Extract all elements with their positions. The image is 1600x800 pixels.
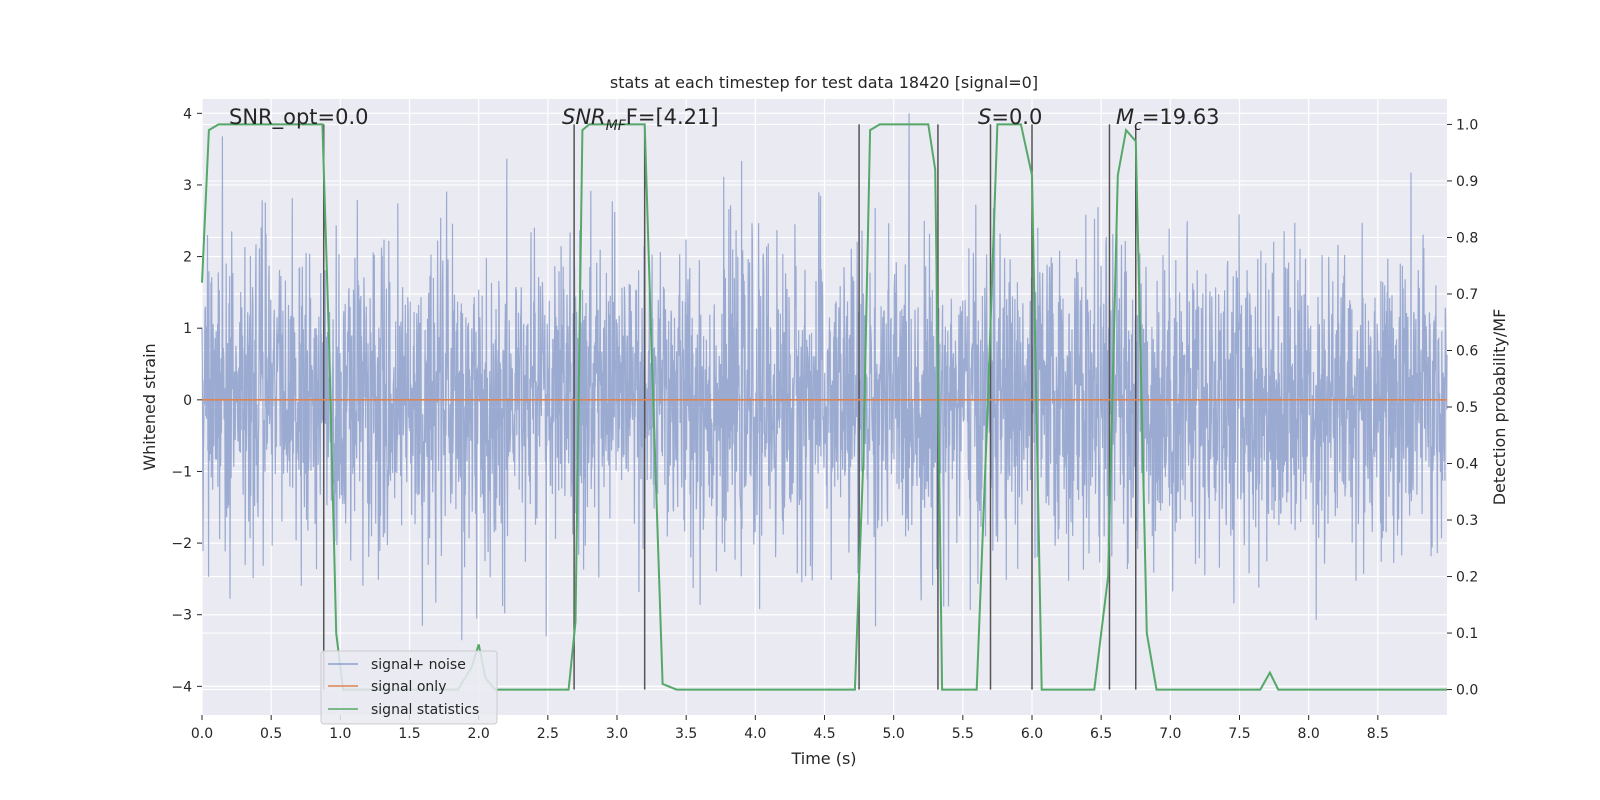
x-tick-label: 8.5 — [1367, 726, 1389, 742]
x-tick-label: 5.5 — [952, 726, 974, 742]
y-left-tick-label: 1 — [183, 321, 192, 337]
y-left-tick-label: 0 — [183, 393, 192, 409]
y-right-tick-label: 0.7 — [1456, 287, 1478, 303]
x-tick-label: 7.0 — [1159, 726, 1181, 742]
y-left-axis-ticks: 4 3 2 1 0 −1 −2 −3 −4 — [171, 106, 202, 695]
x-tick-label: 8.0 — [1298, 726, 1320, 742]
y-right-tick-label: 0.5 — [1456, 400, 1478, 416]
x-tick-label: 7.5 — [1228, 726, 1250, 742]
x-tick-label: 6.0 — [1021, 726, 1043, 742]
y-left-tick-label: −4 — [171, 679, 192, 695]
y-axis-label-right: Detection probability/MF — [1490, 309, 1509, 506]
y-right-tick-label: 0.4 — [1456, 457, 1478, 473]
chart-title: stats at each timestep for test data 184… — [610, 73, 1038, 92]
annotation-snr-opt: SNR_opt=0.0 — [229, 105, 369, 130]
y-right-tick-label: 0.6 — [1456, 343, 1478, 359]
legend-label-signal-statistics: signal statistics — [371, 702, 479, 718]
legend-label-signal-noise: signal+ noise — [371, 657, 466, 673]
y-right-tick-label: 0.8 — [1456, 230, 1478, 246]
x-tick-label: 3.0 — [606, 726, 628, 742]
x-tick-label: 3.5 — [675, 726, 697, 742]
y-axis-label-left: Whitened strain — [140, 343, 159, 470]
y-right-tick-label: 0.9 — [1456, 174, 1478, 190]
annotation-mc: Mc=19.63 — [1116, 105, 1220, 134]
y-left-tick-label: −2 — [171, 536, 192, 552]
annotation-s: S=0.0 — [978, 105, 1042, 129]
y-left-tick-label: 3 — [183, 178, 192, 194]
y-right-tick-label: 0.2 — [1456, 570, 1478, 586]
legend-box — [320, 650, 498, 725]
x-tick-label: 4.0 — [744, 726, 766, 742]
x-tick-label: 0.0 — [191, 726, 213, 742]
x-tick-label: 1.0 — [329, 726, 351, 742]
x-tick-label: 0.5 — [260, 726, 282, 742]
x-tick-label: 6.5 — [1090, 726, 1112, 742]
y-right-tick-label: 0.1 — [1456, 626, 1478, 642]
y-left-tick-label: 4 — [183, 106, 192, 122]
x-tick-label: 2.5 — [537, 726, 559, 742]
annotation-snr-mf: SNRMFF=[4.21] — [562, 105, 719, 134]
y-left-tick-label: −3 — [171, 608, 192, 624]
legend: signal+ noise signal only signal statist… — [320, 650, 498, 725]
x-axis-label: Time (s) — [790, 749, 856, 768]
y-left-tick-label: −1 — [171, 464, 192, 480]
y-left-tick-label: 2 — [183, 250, 192, 266]
y-right-tick-label: 0.3 — [1456, 513, 1478, 529]
x-tick-label: 1.5 — [398, 726, 420, 742]
x-tick-label: 4.5 — [813, 726, 835, 742]
x-tick-label: 5.0 — [883, 726, 905, 742]
y-right-tick-label: 0.0 — [1456, 683, 1478, 699]
y-right-axis-ticks: 1.0 0.9 0.8 0.7 0.6 0.5 0.4 0.3 0.2 0.1 0.0 — [1447, 117, 1478, 699]
legend-label-signal-only: signal only — [371, 679, 446, 695]
y-right-tick-label: 1.0 — [1456, 117, 1478, 133]
x-axis-ticks: 0.0 0.5 1.0 1.5 2.0 2.5 3.0 3.5 4.0 4.5 5.0 5.5 6.0 6… — [191, 715, 1389, 742]
x-tick-label: 2.0 — [468, 726, 490, 742]
